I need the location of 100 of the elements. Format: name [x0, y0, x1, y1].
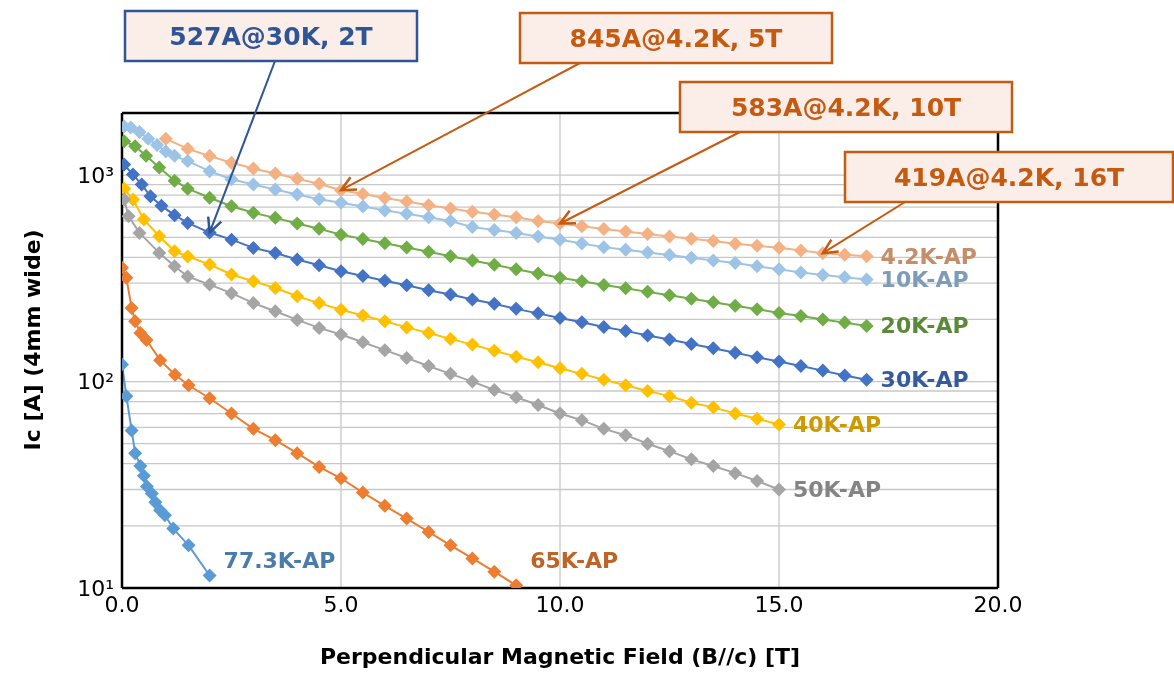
point — [487, 343, 502, 358]
point — [355, 268, 370, 283]
point — [443, 366, 458, 381]
point — [268, 182, 283, 197]
point — [509, 262, 524, 277]
point — [399, 278, 414, 293]
point — [443, 213, 458, 228]
point — [684, 291, 699, 306]
point — [180, 215, 195, 230]
y-axis-title: Ic [A] (4mm wide) — [19, 229, 45, 451]
point — [168, 367, 182, 382]
point — [355, 187, 370, 202]
point — [640, 245, 655, 260]
annotation: 583A@4.2K, 10T — [730, 92, 962, 122]
series-label: 4.2K-AP — [880, 243, 977, 269]
point — [421, 198, 436, 213]
point — [290, 312, 305, 327]
point — [152, 245, 167, 260]
point — [202, 149, 217, 164]
point — [487, 383, 502, 398]
point — [443, 249, 458, 264]
point — [152, 160, 167, 175]
point — [377, 203, 392, 218]
point — [399, 351, 414, 366]
point — [139, 148, 154, 163]
point — [167, 173, 182, 188]
point — [837, 247, 852, 262]
point — [312, 258, 327, 273]
point — [312, 221, 327, 236]
point — [618, 378, 633, 393]
point — [246, 274, 261, 289]
point — [377, 236, 392, 251]
point — [132, 124, 147, 139]
point — [596, 277, 611, 292]
series-label: 65K-AP — [530, 547, 619, 573]
point — [531, 398, 546, 412]
point — [574, 236, 589, 251]
point — [355, 485, 370, 500]
point — [859, 372, 874, 387]
point — [136, 468, 151, 483]
point — [132, 225, 147, 240]
point — [180, 249, 195, 264]
point — [180, 141, 195, 156]
point — [377, 273, 392, 288]
point — [290, 446, 305, 461]
series-label: 50K-AP — [793, 477, 882, 503]
point — [465, 374, 480, 389]
point — [618, 323, 633, 338]
point — [772, 482, 786, 497]
point — [574, 315, 589, 330]
point — [772, 240, 786, 255]
point — [574, 219, 589, 234]
point — [596, 421, 611, 436]
point — [487, 296, 502, 311]
point — [290, 252, 305, 267]
point — [158, 144, 173, 159]
point — [553, 361, 567, 376]
point — [487, 257, 502, 272]
point — [224, 199, 239, 214]
point — [662, 229, 677, 244]
point — [399, 320, 414, 335]
point — [728, 345, 743, 360]
annotation: 527A@30K, 2T — [169, 21, 373, 51]
annotation: 419A@4.2K, 16T — [893, 162, 1125, 192]
point — [312, 320, 327, 335]
point — [143, 189, 158, 204]
series-label: 10K-AP — [880, 267, 969, 293]
series-label: 30K-AP — [880, 367, 969, 393]
point — [728, 236, 743, 251]
point — [122, 209, 136, 224]
point — [133, 325, 148, 340]
point — [509, 225, 524, 240]
point — [421, 283, 436, 298]
point — [662, 389, 677, 404]
point — [224, 286, 239, 301]
point — [531, 266, 546, 281]
annotation: 845A@4.2K, 5T — [569, 23, 783, 53]
point — [531, 213, 546, 228]
point — [167, 259, 182, 274]
point — [124, 423, 139, 438]
point — [167, 244, 182, 259]
point — [290, 187, 305, 202]
point — [312, 192, 327, 207]
point — [421, 325, 436, 340]
point — [509, 301, 524, 316]
point — [793, 358, 808, 373]
point — [167, 208, 182, 223]
point — [487, 223, 502, 238]
point — [487, 207, 502, 222]
point — [772, 305, 786, 320]
point — [706, 295, 721, 310]
point — [618, 428, 633, 443]
x-tick-label: 20.0 — [973, 591, 1023, 617]
point — [662, 332, 677, 347]
point — [509, 210, 524, 225]
point — [684, 250, 699, 265]
point — [728, 466, 743, 481]
point — [125, 167, 140, 182]
point — [421, 358, 436, 373]
point — [596, 240, 611, 255]
